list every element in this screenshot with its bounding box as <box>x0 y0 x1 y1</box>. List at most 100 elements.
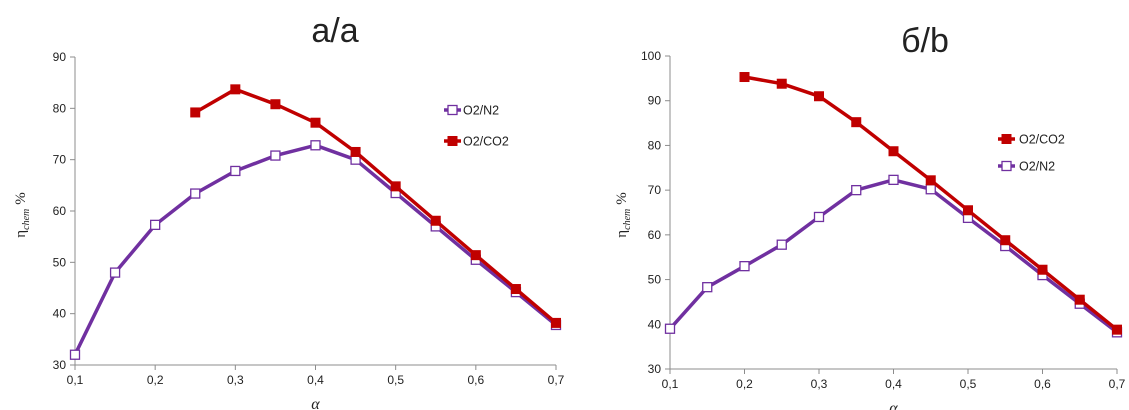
data-point <box>510 284 521 295</box>
data-point <box>150 219 161 231</box>
data-point <box>270 150 281 161</box>
data-point <box>270 99 281 110</box>
y-tick-label: 90 <box>53 50 67 64</box>
y-label-subscript: chem <box>21 209 32 230</box>
y-tick-label: 90 <box>648 94 662 108</box>
x-tick-label: 0,2 <box>736 377 753 391</box>
series-line <box>744 75 1119 332</box>
data-point <box>664 323 676 334</box>
series-line <box>73 143 558 356</box>
series-o2-n2 <box>664 174 1123 338</box>
series-o2-co2 <box>739 72 1122 335</box>
x-tick-label: 0,4 <box>307 373 324 387</box>
x-axis-label: α <box>311 396 320 410</box>
x-tick-label: 0,2 <box>147 373 164 387</box>
x-tick-label: 0,6 <box>1034 377 1051 391</box>
data-point <box>350 146 361 157</box>
chart-panel-2: б/b 30 40 50 60 70 80 90 100 0,1 0,2 0,3 0,4 0,5 0,6 0,… <box>614 22 1126 410</box>
data-point <box>963 205 973 216</box>
data-point <box>739 72 750 83</box>
y-label-unit: % <box>13 192 29 205</box>
y-tick-label: 60 <box>648 228 662 242</box>
data-point <box>190 107 201 118</box>
series-o2-n2 <box>69 140 562 360</box>
y-tick-label: 50 <box>648 273 662 287</box>
x-tick-label: 0,7 <box>548 373 565 387</box>
series-o2-co2 <box>190 84 561 328</box>
data-point <box>851 117 862 128</box>
data-point <box>551 317 561 328</box>
y-label-symbol: η <box>13 230 29 238</box>
data-point <box>925 175 936 186</box>
legend-label: O2/CO2 <box>1019 133 1065 147</box>
chart-title: а/a <box>311 12 358 50</box>
y-label-unit: % <box>614 192 630 205</box>
series-line <box>194 87 558 325</box>
data-point <box>776 78 787 89</box>
legend-label: O2/N2 <box>1019 160 1055 174</box>
data-point <box>739 261 750 272</box>
y-label-subscript: chem <box>622 209 633 230</box>
x-tick-label: 0,3 <box>811 377 828 391</box>
data-point <box>1037 264 1048 275</box>
series-line <box>668 178 1119 334</box>
x-tick-label: 0,4 <box>885 377 902 391</box>
data-point <box>1074 294 1085 305</box>
data-point <box>702 282 713 293</box>
x-tick-label: 0,3 <box>227 373 244 387</box>
x-tick-label: 0,1 <box>67 373 84 387</box>
legend-item: O2/N2 <box>444 104 499 118</box>
legend-marker <box>447 136 458 146</box>
chart-title: б/b <box>901 22 949 60</box>
data-point <box>925 184 936 195</box>
data-point <box>851 184 862 196</box>
legend-marker <box>1001 160 1012 172</box>
x-tick-label: 0,5 <box>960 377 977 391</box>
y-tick-label: 80 <box>53 101 67 115</box>
data-point <box>1112 324 1122 335</box>
y-tick-label: 40 <box>53 307 67 321</box>
legend-item: O2/CO2 <box>998 133 1065 147</box>
y-tick-label: 30 <box>53 358 67 372</box>
y-label-symbol: η <box>614 230 630 238</box>
x-tick-label: 0,1 <box>662 377 679 391</box>
y-tick-label: 40 <box>648 317 662 331</box>
data-point <box>310 117 321 128</box>
data-point <box>1000 235 1011 246</box>
y-tick-label: 50 <box>53 255 67 269</box>
legend-label: O2/N2 <box>463 104 499 118</box>
data-point <box>69 349 81 360</box>
y-tick-label: 80 <box>648 138 662 152</box>
legend-label: O2/CO2 <box>463 135 509 149</box>
legend-marker <box>1001 134 1012 144</box>
data-point <box>888 174 899 186</box>
legend-marker <box>447 104 458 116</box>
data-point <box>430 215 441 226</box>
data-point <box>888 146 899 157</box>
data-point <box>230 84 241 95</box>
data-point <box>814 91 824 102</box>
data-point <box>776 239 787 250</box>
y-tick-label: 30 <box>648 362 662 376</box>
y-axis-label: ηchem% <box>614 192 633 237</box>
y-axis-label: ηchem% <box>13 192 32 237</box>
x-tick-label: 0,7 <box>1109 377 1126 391</box>
data-point <box>109 267 121 278</box>
data-point <box>310 140 321 151</box>
x-tick-label: 0,5 <box>387 373 404 387</box>
data-point <box>470 250 481 261</box>
x-axis-label: α <box>889 400 898 410</box>
data-point <box>390 181 401 192</box>
data-point <box>813 211 825 223</box>
legend-item: O2/CO2 <box>444 135 509 149</box>
x-tick-label: 0,6 <box>467 373 484 387</box>
data-point <box>230 165 241 177</box>
legend-item: O2/N2 <box>998 160 1055 174</box>
y-tick-label: 70 <box>648 183 662 197</box>
y-tick-label: 100 <box>641 49 661 63</box>
y-tick-label: 70 <box>53 153 67 167</box>
data-point <box>190 188 201 199</box>
y-tick-label: 60 <box>53 204 67 218</box>
chart-panel-1: а/a 30 40 50 60 70 80 90 0,1 0,2 0,3 0,4 0,5 0,6 0,7 α η… <box>13 12 565 410</box>
